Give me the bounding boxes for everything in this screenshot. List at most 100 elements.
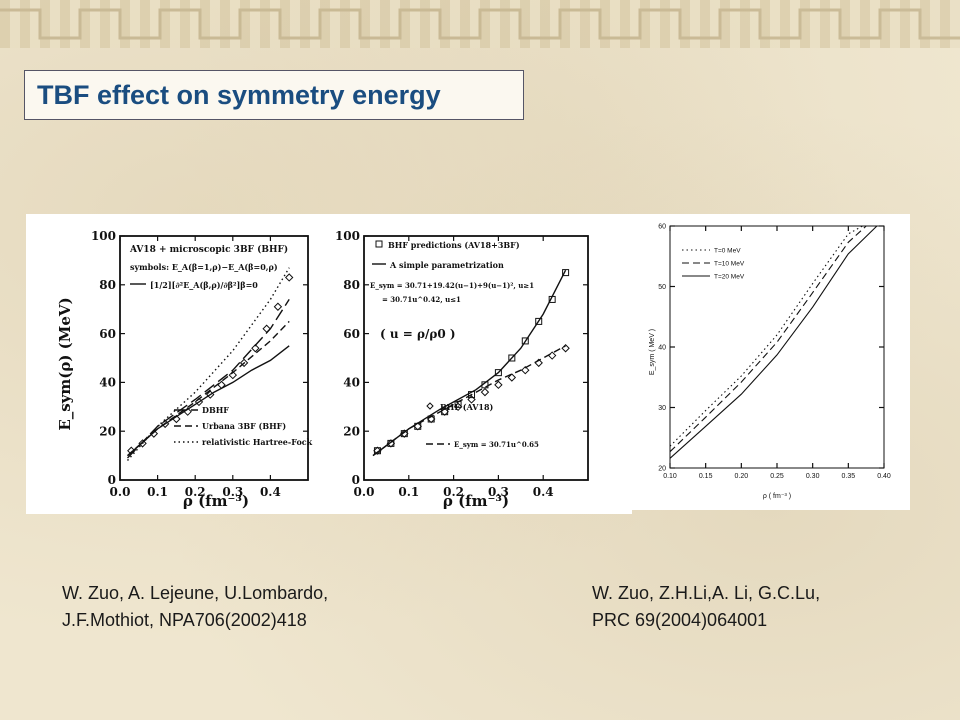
data-point-diamond (561, 344, 570, 353)
data-point-diamond (480, 387, 490, 397)
x-tick-label: 0.4 (260, 485, 281, 499)
citation-left: W. Zuo, A. Lejeune, U.Lombardo, J.F.Moth… (62, 580, 328, 634)
chart-temperature: 0.10 0.15 0.20 0.25 0.30 0.35 0.40 20 30 40 50 60 E_… (649, 223, 891, 500)
x-tick-label: 0.35 (842, 473, 856, 480)
legend-marker-square (375, 240, 383, 248)
x-axis-label: ρ (fm⁻³) (443, 492, 509, 510)
data-point-diamond (239, 358, 249, 368)
data-point-square (535, 317, 543, 325)
data-point-diamond (547, 351, 557, 360)
x-tick-label: 0.15 (699, 473, 713, 480)
x-tick-label: 0.20 (735, 473, 749, 480)
data-point-square (508, 354, 516, 362)
citation-right: W. Zuo, Z.H.Li,A. Li, G.C.Lu, PRC 69(200… (592, 580, 820, 634)
y-tick-label: 0 (108, 473, 116, 487)
x-tick-label: 0.25 (770, 473, 784, 480)
x-tick-label: 0.0 (354, 485, 375, 499)
data-point-diamond (467, 395, 476, 404)
y-tick-label: 60 (658, 223, 666, 230)
annotation-text: [1/2][∂²E_A(β,ρ)/∂β²]β=0 (150, 280, 258, 290)
legend-label: E_sym = 30.71u^0.65 (454, 440, 539, 449)
y-tick-label: 60 (99, 327, 116, 341)
citation-left-line2: J.F.Mothiot, NPA706(2002)418 (62, 610, 307, 630)
series-line (669, 225, 867, 453)
x-tick-label: 0.0 (110, 485, 131, 499)
x-tick-label: 0.2 (185, 485, 206, 499)
data-point-diamond (228, 370, 238, 380)
data-point-diamond (494, 380, 503, 390)
y-tick-label: 0 (352, 473, 360, 487)
y-tick-label: 30 (658, 405, 666, 412)
series-line (127, 320, 290, 457)
data-point-diamond (413, 422, 422, 431)
data-point-diamond (160, 419, 170, 429)
plot-frame (119, 235, 309, 481)
legend-label: T=0 MeV (714, 248, 741, 255)
title-box: TBF effect on symmetry energy (24, 70, 524, 120)
chart-parametrization: 0.0 0.1 0.2 0.3 0.4 0 20 40 60 80 100 ρ (fm⁻³) BHF p… (335, 229, 589, 510)
data-point-diamond (206, 390, 215, 399)
data-point-square (494, 369, 502, 377)
legend-label: DBHF (202, 405, 229, 415)
annotation-text: = 30.71u^0.42, u≤1 (382, 295, 461, 304)
x-tick-label: 0.30 (806, 473, 820, 480)
citation-right-line2: PRC 69(2004)064001 (592, 610, 768, 630)
x-tick-label: 0.3 (222, 485, 243, 499)
y-tick-label: 50 (658, 284, 666, 291)
data-point-diamond (138, 439, 147, 448)
figure-panel-right: 0.10 0.15 0.20 0.25 0.30 0.35 0.40 20 30 40 50 60 E_… (632, 214, 910, 510)
data-point-diamond (400, 429, 409, 438)
data-point-diamond (453, 402, 463, 412)
y-tick-label: 100 (91, 229, 116, 243)
citation-left-line1: W. Zuo, A. Lejeune, U.Lombardo, (62, 583, 329, 603)
data-point-diamond (251, 344, 260, 353)
y-axis-label: E_sym(ρ) (MeV) (56, 297, 74, 430)
x-tick-label: 0.2 (443, 485, 464, 499)
x-tick-label: 0.1 (398, 485, 419, 499)
x-tick-label: 0.10 (663, 473, 677, 480)
legend-label: A simple parametrization (389, 260, 504, 270)
decorative-border (0, 0, 960, 48)
y-tick-label: 100 (335, 229, 360, 243)
data-point-diamond (127, 446, 136, 455)
y-tick-label: 80 (343, 278, 360, 292)
data-point-diamond (521, 365, 530, 375)
data-point-diamond (172, 414, 181, 424)
data-point-diamond (386, 439, 396, 448)
legend-label: relativistic Hartree-Fock (202, 437, 313, 447)
citation-right-line1: W. Zuo, Z.H.Li,A. Li, G.C.Lu, (592, 583, 821, 603)
y-tick-label: 80 (99, 278, 116, 292)
x-tick-label: 0.3 (488, 485, 509, 499)
legend-label: T=20 MeV (714, 274, 745, 281)
data-point-diamond (507, 373, 517, 382)
plot-frame (363, 235, 589, 481)
data-point-diamond (217, 380, 226, 390)
y-axis-label: E_sym ( MeV ) (649, 329, 656, 375)
data-point-square (521, 337, 529, 345)
data-point-diamond (273, 302, 283, 311)
series-line (372, 345, 566, 457)
figure-panel-left: 0.0 0.1 0.2 0.3 0.4 0 20 40 60 80 100 E_sym(ρ) (MeV… (26, 214, 632, 514)
plot-frame (669, 225, 885, 469)
data-point-diamond (373, 446, 382, 455)
data-point-diamond (194, 397, 204, 407)
y-tick-label: 60 (343, 327, 360, 341)
slide-title: TBF effect on symmetry energy (37, 79, 441, 110)
chart-bhf-tbf: 0.0 0.1 0.2 0.3 0.4 0 20 40 60 80 100 E_sym(ρ) (MeV… (56, 229, 313, 510)
data-point-square (562, 269, 570, 277)
legend-label: T=10 MeV (714, 261, 745, 268)
legend-label: Urbana 3BF (BHF) (202, 421, 286, 431)
x-axis-label: ρ (fm⁻³) (183, 492, 249, 510)
y-tick-label: 40 (658, 344, 666, 351)
data-point-diamond (149, 429, 159, 438)
series-line (669, 225, 863, 447)
x-tick-label: 0.1 (147, 485, 168, 499)
annotation-text: AV18 + microscopic 3BF (BHF) (129, 244, 288, 255)
legend-label: BHF (AV18) (440, 402, 494, 412)
y-tick-label: 20 (343, 424, 360, 438)
y-tick-label: 20 (99, 424, 116, 438)
x-tick-label: 0.4 (533, 485, 554, 499)
x-axis-label: ρ ( fm⁻³ ) (763, 493, 791, 500)
y-tick-label: 40 (343, 376, 360, 390)
y-tick-label: 40 (99, 376, 116, 390)
